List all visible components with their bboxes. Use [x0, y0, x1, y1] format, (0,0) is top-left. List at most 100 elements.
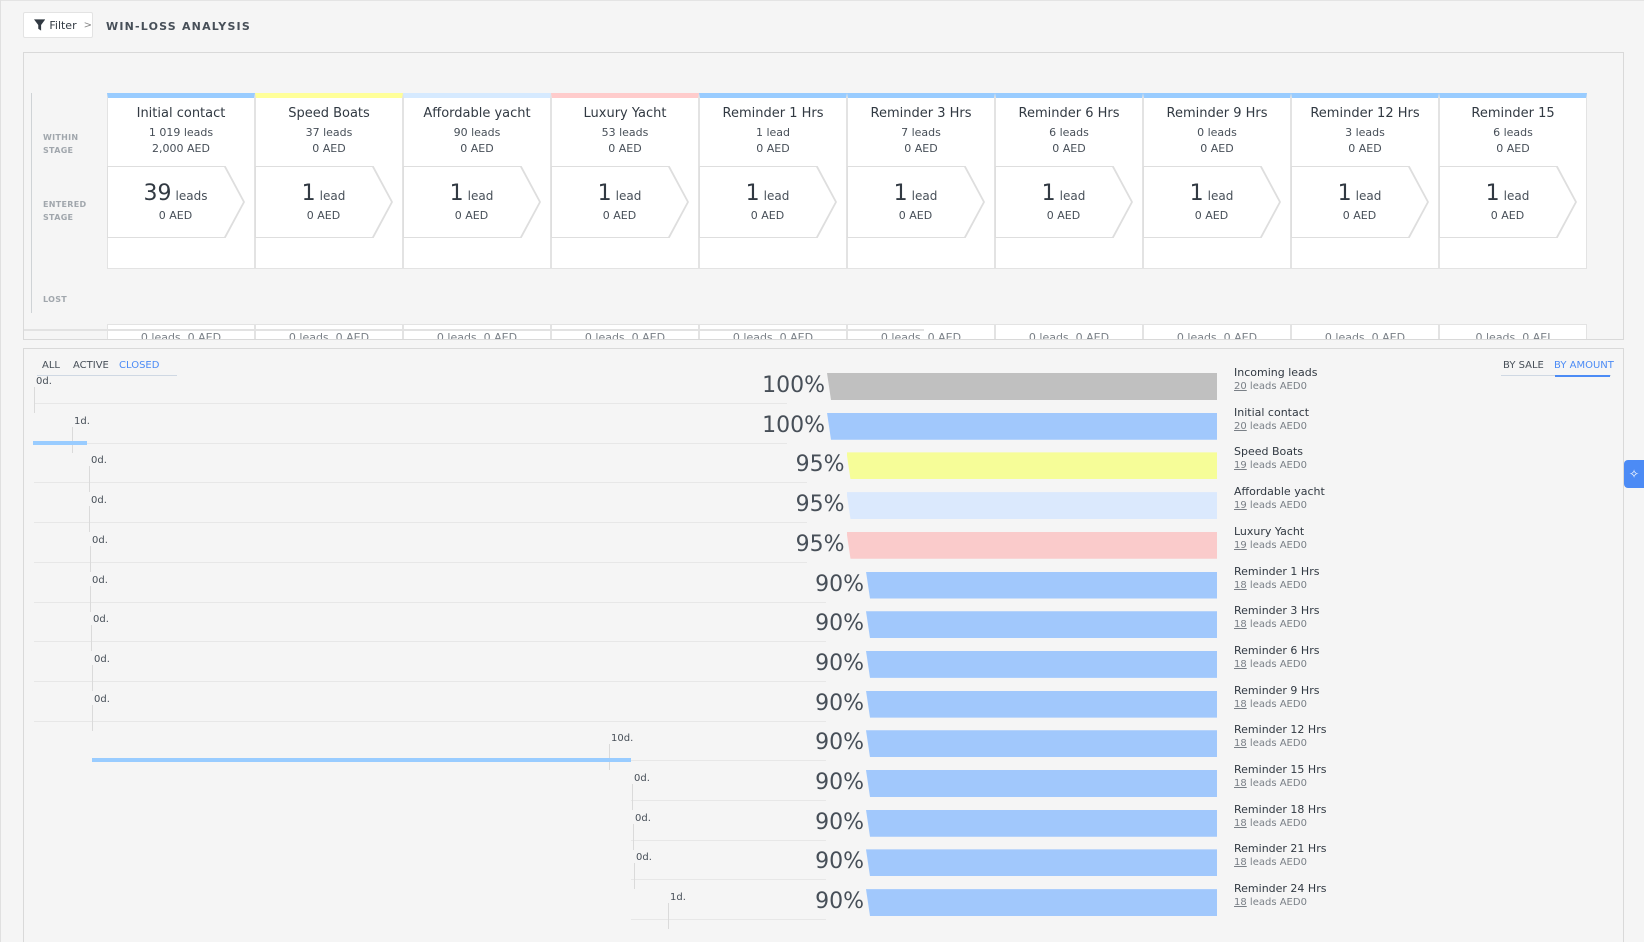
funnel-bar[interactable]: [866, 611, 1217, 639]
sort-by-amount-button[interactable]: BY AMOUNT: [1554, 360, 1614, 371]
entered-stage-box[interactable]: 1 lead 0 AED: [700, 167, 835, 237]
funnel-bar[interactable]: [827, 373, 1217, 400]
entered-count: 1 lead: [848, 181, 983, 206]
funnel-bar[interactable]: [866, 770, 1217, 797]
tabs-underline: [37, 375, 177, 376]
funnel-stage-count-link[interactable]: 18: [1234, 897, 1247, 909]
gantt-grid-line: [34, 403, 787, 404]
funnel-stage-amount: leads AED0: [1246, 817, 1307, 829]
tab-active[interactable]: ACTIVE: [73, 360, 109, 371]
lost-box[interactable]: 0 leads, 0 AED: [1143, 324, 1291, 339]
entered-stage-box[interactable]: 1 lead 0 AED: [552, 167, 687, 237]
row-label-within: WITHIN STAGE: [43, 133, 79, 155]
lost-box[interactable]: 0 leads, 0 AED: [551, 324, 699, 339]
funnel-stage-amount: leads AED0: [1246, 539, 1307, 551]
entered-stage-box[interactable]: 1 lead 0 AED: [1440, 167, 1575, 237]
funnel-stage-summary: 18 leads AED0: [1234, 619, 1307, 630]
funnel-stage-count-link[interactable]: 18: [1234, 579, 1247, 591]
funnel-bar[interactable]: [846, 452, 1217, 480]
funnel-stage-count-link[interactable]: 19: [1234, 539, 1247, 551]
stage-percent: 90%: [815, 571, 864, 597]
stage-name: Reminder 9 Hrs: [1166, 106, 1268, 121]
filter-button[interactable]: Filter >: [23, 12, 93, 38]
lost-box[interactable]: 0 leads, 0 AED: [255, 324, 403, 339]
funnel-bar[interactable]: [866, 571, 1217, 599]
funnel-stage-name: Reminder 1 Hrs: [1234, 564, 1320, 578]
gantt-grid-line: [631, 800, 826, 801]
lost-box[interactable]: 0 leads, 0 AED: [1291, 324, 1439, 339]
funnel-stage-summary: 18 leads AED0: [1234, 778, 1307, 789]
entered-amount: 0 AED: [1342, 209, 1377, 222]
entered-stage-box[interactable]: 1 lead 0 AED: [404, 167, 539, 237]
entered-stage-box[interactable]: 1 lead 0 AED: [1292, 167, 1427, 237]
stage-name: Reminder 3 Hrs: [870, 106, 972, 121]
entered-stage-box[interactable]: 1 lead 0 AED: [996, 167, 1131, 237]
stage-duration-label: 0d.: [92, 534, 108, 546]
stage-duration-label: 1d.: [670, 892, 686, 904]
lost-box[interactable]: 0 leads, 0 AED: [699, 324, 847, 339]
side-panel-handle[interactable]: ✧: [1624, 460, 1644, 488]
gantt-grid-line: [34, 641, 826, 643]
horizontal-scrollbar[interactable]: [24, 329, 924, 331]
funnel-bar[interactable]: [846, 492, 1217, 520]
stage-name: Initial contact: [136, 106, 226, 121]
funnel-bar[interactable]: [846, 531, 1217, 559]
funnel-bar[interactable]: [866, 809, 1217, 837]
lost-box[interactable]: 0 leads, 0 AED: [107, 324, 255, 339]
funnel-stage-name: Affordable yacht: [1234, 485, 1325, 499]
sort-by-sale-button[interactable]: BY SALE: [1503, 360, 1544, 371]
funnel-stage-count-link[interactable]: 18: [1234, 658, 1247, 670]
funnel-bar[interactable]: [866, 849, 1217, 877]
entered-amount: 0 AED: [898, 209, 933, 222]
funnel-bar[interactable]: [866, 730, 1217, 758]
entered-stage-box[interactable]: 1 lead 0 AED: [848, 167, 983, 237]
funnel-stage-amount: leads AED0: [1246, 579, 1307, 591]
stage-duration-label: 0d.: [634, 773, 650, 784]
stage-percent: 90%: [815, 650, 864, 676]
entered-count-unit: lead: [1503, 189, 1530, 203]
lost-box[interactable]: 0 leads, 0 AEI: [1439, 324, 1587, 339]
funnel-bar[interactable]: [866, 690, 1217, 718]
entered-stage-box[interactable]: 1 lead 0 AED: [1144, 167, 1279, 237]
funnel-stage-count-link[interactable]: 20: [1234, 381, 1247, 392]
stage-duration-label: 0d.: [635, 812, 651, 824]
funnel-stage-count-link[interactable]: 18: [1234, 619, 1247, 631]
lost-box[interactable]: 0 leads, 0 AED: [995, 324, 1143, 339]
entered-count: 1 lead: [1440, 181, 1575, 206]
stage-duration-label: 10d.: [611, 733, 634, 745]
stage-column: Initial contact 1 019 leads 2,000 AED 39…: [107, 93, 255, 339]
funnel-stage-count-link[interactable]: 18: [1234, 698, 1247, 710]
stage-percent: 90%: [815, 770, 864, 795]
funnel-stage-count-link[interactable]: 18: [1234, 738, 1247, 750]
entered-amount: 0 AED: [602, 209, 637, 222]
funnel-stage-name: Luxury Yacht: [1234, 524, 1305, 538]
tab-closed[interactable]: CLOSED: [119, 360, 160, 371]
tab-all[interactable]: ALL: [42, 360, 60, 371]
funnel-stage-count-link[interactable]: 20: [1234, 420, 1247, 432]
stage-within-leads: 1 019 leads: [148, 126, 214, 139]
funnel-stage-count-link[interactable]: 19: [1234, 460, 1247, 472]
entered-count-unit: lead: [467, 189, 494, 203]
funnel-bar[interactable]: [827, 412, 1217, 440]
gantt-marker: [89, 506, 90, 533]
gantt-marker: [34, 387, 35, 413]
funnel-stage-count-link[interactable]: 18: [1234, 817, 1247, 829]
row-label-entered: ENTERED STAGE: [43, 200, 87, 222]
funnel-bar[interactable]: [866, 889, 1217, 917]
lost-box[interactable]: 0 leads, 0 AED: [847, 324, 995, 339]
entered-stage-box[interactable]: 1 lead 0 AED: [256, 167, 391, 237]
stage-percent: 95%: [795, 531, 845, 557]
lost-box[interactable]: 0 leads, 0 AED: [403, 324, 551, 339]
stage-percent: 90%: [815, 690, 864, 716]
funnel-stage-count-link[interactable]: 18: [1234, 778, 1247, 789]
entered-count-unit: lead: [1059, 189, 1086, 203]
funnel-stage-name: Reminder 18 Hrs: [1234, 802, 1327, 816]
funnel-stage-count-link[interactable]: 19: [1234, 500, 1247, 512]
top-border: [0, 0, 1644, 1]
gantt-marker: [90, 545, 91, 572]
entered-stage-box[interactable]: 39 leads 0 AED: [108, 167, 243, 237]
gantt-duration-bar: [92, 758, 631, 763]
funnel-stage-count-link[interactable]: 18: [1234, 857, 1247, 869]
funnel-bar[interactable]: [866, 650, 1217, 678]
stage-column: Reminder 6 Hrs 6 leads 0 AED 1 lead 0 AED…: [995, 93, 1143, 339]
